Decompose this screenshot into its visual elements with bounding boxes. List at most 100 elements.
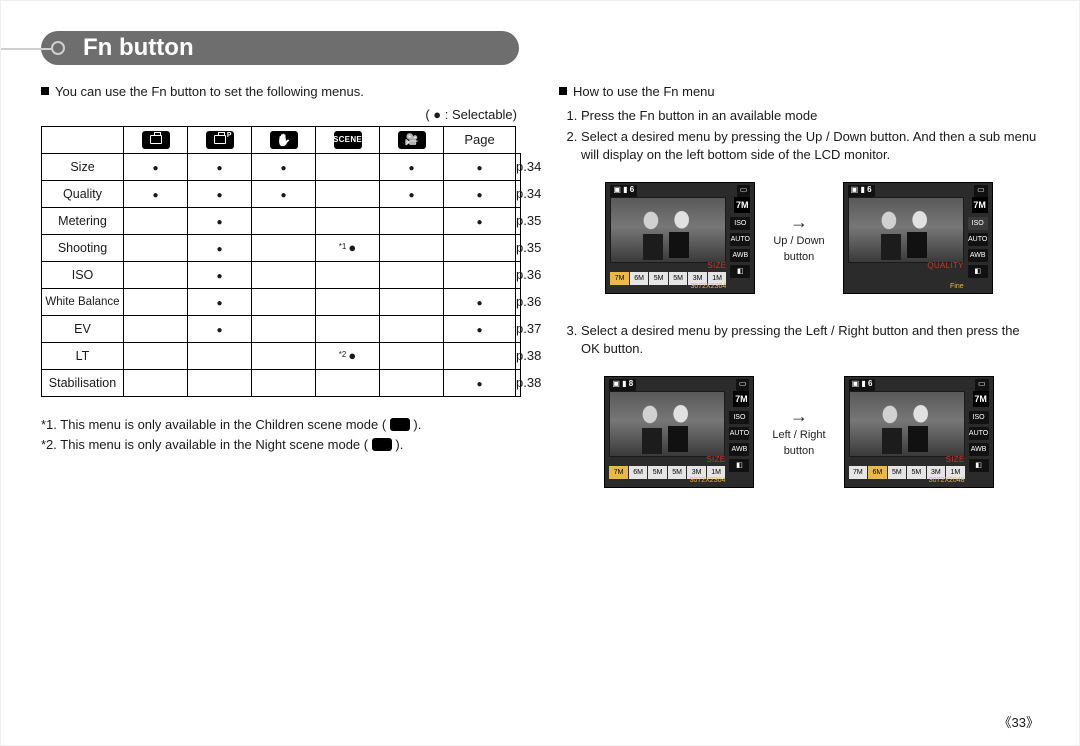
step-1: Press the Fn button in an available mode xyxy=(581,107,1039,125)
page-ref: p.37 xyxy=(516,315,521,342)
table-row: Shooting *1● p.35 xyxy=(42,234,521,261)
page-ref: p.35 xyxy=(516,234,521,261)
cell xyxy=(188,180,252,207)
cell xyxy=(380,342,444,369)
cell xyxy=(380,207,444,234)
night-mode-icon xyxy=(372,438,392,451)
cell xyxy=(124,369,188,396)
page-ref: p.35 xyxy=(516,207,521,234)
step-2: Select a desired menu by pressing the Up… xyxy=(581,128,1039,164)
cell xyxy=(380,369,444,396)
lcd-size-6: ▣ ▮ 6▭ 7M ⚡A ISO AUTO AWB ◧ SIZE 7M6M5M5… xyxy=(605,182,755,294)
cell xyxy=(252,207,316,234)
cell xyxy=(380,288,444,315)
cell xyxy=(124,261,188,288)
cell xyxy=(444,288,516,315)
cell xyxy=(188,315,252,342)
cell xyxy=(188,288,252,315)
page-ref: p.36 xyxy=(516,261,521,288)
menu-label-quality: QUALITY xyxy=(927,261,963,270)
page-ref: p.34 xyxy=(516,180,521,207)
cell xyxy=(444,261,516,288)
right-intro: How to use the Fn menu xyxy=(559,83,1039,101)
cell xyxy=(316,369,380,396)
cell xyxy=(124,153,188,180)
bullet-icon xyxy=(41,87,49,95)
col-mode-asr xyxy=(252,126,316,153)
menu-table: Page Sizep.34Qualityp.34Meteringp.35Shoo… xyxy=(41,126,521,397)
cell xyxy=(252,180,316,207)
arrow-updown: → Up / Down button xyxy=(773,213,824,263)
left-intro-text: You can use the Fn button to set the fol… xyxy=(55,84,364,99)
page: Fn button You can use the Fn button to s… xyxy=(0,0,1080,746)
cell xyxy=(124,315,188,342)
cell xyxy=(124,234,188,261)
photo-thumb xyxy=(610,197,726,263)
table-row: White Balancep.36 xyxy=(42,288,521,315)
cell: *1● xyxy=(316,234,380,261)
col-mode-auto xyxy=(124,126,188,153)
cell xyxy=(380,315,444,342)
figure-row-1: ▣ ▮ 6▭ 7M ⚡A ISO AUTO AWB ◧ SIZE 7M6M5M5… xyxy=(559,182,1039,294)
row-label: Stabilisation xyxy=(42,369,124,396)
title-dot xyxy=(51,41,65,55)
badge-7m: 7M xyxy=(972,197,988,213)
row-label: Shooting xyxy=(42,234,124,261)
right-intro-text: How to use the Fn menu xyxy=(573,84,715,99)
table-row: EV p.37 xyxy=(42,315,521,342)
cell xyxy=(252,342,316,369)
cell xyxy=(252,261,316,288)
col-blank xyxy=(42,126,124,153)
page-ref: p.34 xyxy=(516,153,521,180)
footnote-1: *1. This menu is only available in the C… xyxy=(41,415,521,436)
cell xyxy=(444,153,516,180)
children-mode-icon xyxy=(390,418,410,431)
cell xyxy=(444,180,516,207)
cell xyxy=(380,153,444,180)
cell xyxy=(124,342,188,369)
page-title: Fn button xyxy=(83,34,194,62)
table-legend: ( ● : Selectable) xyxy=(41,107,521,122)
cell xyxy=(316,207,380,234)
table-row: LT*2●p.38 xyxy=(42,342,521,369)
camera-auto-icon xyxy=(142,131,170,149)
badge-7m: 7M xyxy=(734,197,750,213)
movie-icon xyxy=(398,131,426,149)
col-page: Page xyxy=(444,126,516,153)
cell xyxy=(316,288,380,315)
cell xyxy=(188,369,252,396)
steps-list-2: Select a desired menu by pressing the Le… xyxy=(559,322,1039,358)
table-row: Sizep.34 xyxy=(42,153,521,180)
right-column: How to use the Fn menu Press the Fn butt… xyxy=(559,83,1039,516)
row-label: ISO xyxy=(42,261,124,288)
arrow-leftright: → Left / Right button xyxy=(772,407,825,457)
col-mode-scene xyxy=(316,126,380,153)
step-3: Select a desired menu by pressing the Le… xyxy=(581,322,1039,358)
cell xyxy=(316,315,380,342)
cell xyxy=(124,288,188,315)
cell xyxy=(444,342,516,369)
row-label: EV xyxy=(42,315,124,342)
page-ref: p.38 xyxy=(516,342,521,369)
footnotes: *1. This menu is only available in the C… xyxy=(41,415,521,457)
cell xyxy=(444,315,516,342)
cell xyxy=(188,234,252,261)
row-label: Quality xyxy=(42,180,124,207)
cell xyxy=(252,288,316,315)
cell xyxy=(444,207,516,234)
cell xyxy=(124,180,188,207)
columns: You can use the Fn button to set the fol… xyxy=(41,83,1039,516)
cell xyxy=(252,369,316,396)
row-label: White Balance xyxy=(42,288,124,315)
lcd-size-8: ▣ ▮ 8▭ 7M ⚡A ISO AUTO AWB ◧ SIZE 7M6M5M5… xyxy=(604,376,754,488)
page-ref: p.38 xyxy=(516,369,521,396)
left-column: You can use the Fn button to set the fol… xyxy=(41,83,521,516)
cell xyxy=(252,315,316,342)
photo-thumb xyxy=(848,197,964,263)
cell xyxy=(188,153,252,180)
lcd-size-6b: ▣ ▮ 6▭ 7M ⚡A ISO AUTO AWB ◧ SIZE 7M6M5M5… xyxy=(844,376,994,488)
title-line xyxy=(1,48,53,50)
arrow-icon: → xyxy=(790,407,808,425)
cell xyxy=(188,261,252,288)
table-row: Stabilisation p.38 xyxy=(42,369,521,396)
